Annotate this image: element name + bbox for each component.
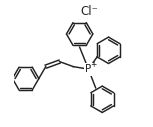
Text: P: P bbox=[85, 64, 91, 74]
Text: Cl⁻: Cl⁻ bbox=[80, 5, 98, 19]
Text: +: + bbox=[90, 60, 96, 69]
